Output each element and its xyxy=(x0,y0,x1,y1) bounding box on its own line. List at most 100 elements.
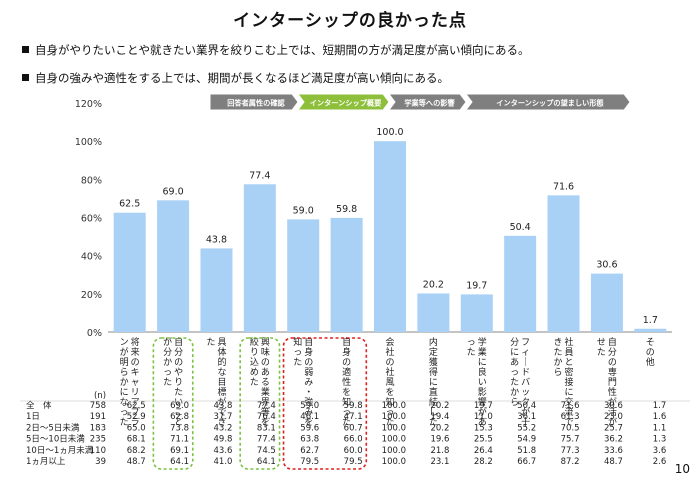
table-cell: 77.4 xyxy=(257,435,276,445)
bar xyxy=(243,184,276,332)
table-cell: 52.9 xyxy=(127,412,146,422)
table-cell: 68.2 xyxy=(127,446,146,456)
table-cell: 41.0 xyxy=(214,457,233,467)
category-label: 社員と密接に交流できたから xyxy=(554,336,574,428)
bar-value-label: 59.0 xyxy=(293,205,314,216)
bar-value-label: 62.5 xyxy=(119,199,140,210)
table-cell: 87.2 xyxy=(561,457,580,467)
y-tick-label: 80% xyxy=(81,175,102,186)
table-row-label: 1ヵ月以上 xyxy=(26,457,66,467)
table-row-label: 全 体 xyxy=(26,400,52,411)
table-cell: 61.3 xyxy=(561,412,580,422)
bullet-1: 自身がやりたいことや就きたい業界を絞りこむ上では、短期間の方が満足度が高い傾向に… xyxy=(22,42,530,58)
table-row-label: 1日 xyxy=(26,412,40,422)
table-cell: 36.2 xyxy=(604,435,623,445)
table-cell: 55.2 xyxy=(517,423,536,433)
phase-chevron xyxy=(388,93,467,111)
table-cell: 73.8 xyxy=(170,423,189,433)
category-label: 将来のキャリアプランが明らかになった xyxy=(120,337,140,428)
table-cell: 70.5 xyxy=(561,423,580,433)
phase-chevron xyxy=(465,93,631,111)
table-cell: 60.0 xyxy=(344,446,363,456)
page-title: インターシップの良かった点 xyxy=(233,11,467,31)
category-label: 内定獲得に直結した xyxy=(429,336,438,428)
phase-chevron xyxy=(297,93,390,111)
table-cell: 46.1 xyxy=(300,412,319,422)
bar xyxy=(287,219,320,332)
table-cell: 25.5 xyxy=(474,435,493,445)
table-cell: 48.7 xyxy=(127,457,146,467)
table-cell: 1.1 xyxy=(653,423,667,433)
bar xyxy=(634,328,667,332)
table-cell: 20.2 xyxy=(430,423,449,433)
bar-value-label: 50.4 xyxy=(510,222,531,233)
table-cell: 64.1 xyxy=(170,457,189,467)
table-row-label: 2日～5日未満 xyxy=(26,422,80,433)
table-cell: 47.1 xyxy=(344,412,363,422)
table-cell: 1.3 xyxy=(653,435,667,445)
y-tick-label: 120% xyxy=(75,99,102,110)
table-cell: 69.1 xyxy=(170,446,189,456)
table-cell: 68.1 xyxy=(127,435,146,445)
y-tick-label: 100% xyxy=(75,137,102,148)
table-cell: 64.1 xyxy=(257,457,276,467)
category-label: フィ｜ドバックが十分にあったから xyxy=(510,337,530,428)
table-cell: 19.6 xyxy=(430,435,449,445)
bar-value-label: 59.8 xyxy=(336,204,357,215)
bar-value-label: 19.7 xyxy=(466,280,487,291)
table-cell: 23.0 xyxy=(604,412,623,422)
table-cell: 62.5 xyxy=(127,401,146,411)
table-cell: 100.0 xyxy=(382,435,406,445)
table-cell: 3.6 xyxy=(653,446,667,456)
table-cell: 77.4 xyxy=(257,401,276,411)
table-cell: 54.9 xyxy=(517,435,536,445)
table-cell: 59.6 xyxy=(300,423,319,433)
table-cell: 49.8 xyxy=(214,435,233,445)
bar xyxy=(590,273,623,332)
table-cell: 71.1 xyxy=(170,435,189,445)
bullet-square-icon xyxy=(22,74,29,81)
category-label: その他 xyxy=(646,337,655,368)
table-cell: 1.7 xyxy=(653,401,667,411)
table-cell: 74.5 xyxy=(257,446,276,456)
table-cell: 25.7 xyxy=(604,423,623,433)
y-tick-label: 60% xyxy=(81,214,102,225)
table-row-n: 191 xyxy=(90,412,106,422)
table-cell: 2.6 xyxy=(653,457,667,467)
table-row-n: 235 xyxy=(90,435,106,445)
highlight-box xyxy=(152,337,194,470)
category-label: 自分の専門性が活かせた xyxy=(597,336,617,428)
table-cell: 28.2 xyxy=(474,457,493,467)
table-row-n: 110 xyxy=(90,446,106,456)
table-row-label: 10日～1ヵ月未満 xyxy=(26,445,94,456)
bar-value-label: 43.8 xyxy=(206,234,227,245)
bar xyxy=(200,248,233,332)
table-cell: 21.8 xyxy=(430,446,449,456)
table-cell: 100.0 xyxy=(382,401,406,411)
table-cell: 43.2 xyxy=(214,423,233,433)
table-cell: 36.1 xyxy=(517,412,536,422)
phase-chevron xyxy=(209,93,299,111)
table-row-n: 183 xyxy=(90,423,106,433)
table-cell: 62.7 xyxy=(300,446,319,456)
table-cell: 79.5 xyxy=(300,457,319,467)
table-cell: 1.6 xyxy=(653,412,667,422)
page-number: 10 xyxy=(674,462,690,476)
bar xyxy=(330,217,363,332)
table-cell: 100.0 xyxy=(382,446,406,456)
table-cell: 62.8 xyxy=(170,412,189,422)
table-cell: 66.0 xyxy=(344,435,363,445)
table-cell: 43.6 xyxy=(214,446,233,456)
table-cell: 48.7 xyxy=(604,457,623,467)
bar xyxy=(157,200,190,332)
table-cell: 83.1 xyxy=(257,423,276,433)
bar-value-label: 20.2 xyxy=(423,279,444,290)
table-cell: 75.7 xyxy=(561,435,580,445)
phase-label: 学業等への影響 xyxy=(404,99,455,108)
bar-value-label: 1.7 xyxy=(643,315,658,326)
n-header: (n) xyxy=(94,391,106,401)
table-cell: 20.2 xyxy=(430,401,449,411)
bar-value-label: 71.6 xyxy=(553,181,574,192)
bullet-square-icon xyxy=(22,46,29,53)
